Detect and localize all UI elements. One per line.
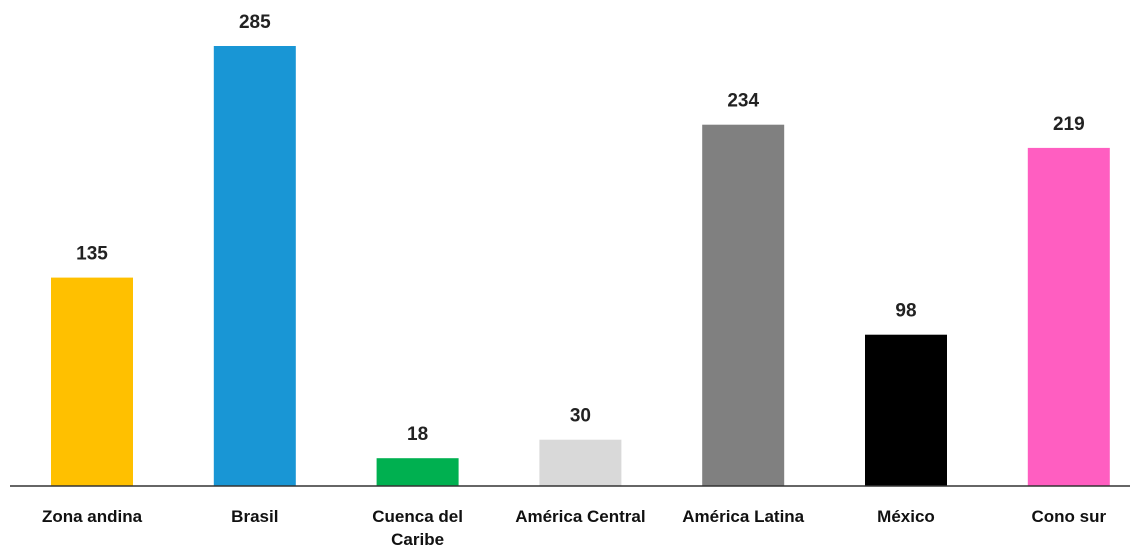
value-label-brasil: 285 (239, 12, 271, 33)
value-label-america-central: 30 (570, 406, 591, 427)
category-label-america-central: América Central (515, 507, 645, 526)
bar-mexico (865, 334, 947, 486)
bar-cono-sur (1027, 147, 1110, 486)
category-label-america-latina: América Latina (682, 507, 804, 526)
bar-cuenca-del-caribe (376, 458, 459, 486)
value-labels-layer: 135 285 18 30 234 98 219 (76, 12, 1085, 445)
value-label-mexico: 98 (895, 301, 916, 322)
category-label-zona-andina: Zona andina (42, 507, 143, 526)
bar-zona-andina (51, 277, 133, 486)
category-labels-layer: Zona andina Brasil Cuenca del Caribe América… (42, 507, 1107, 549)
bar-america-central (539, 439, 622, 486)
value-label-cono-sur: 219 (1053, 114, 1085, 135)
category-label-brasil: Brasil (231, 507, 278, 526)
category-label-cono-sur: Cono sur (1031, 507, 1106, 526)
category-label-cuenca-del-caribe: Cuenca del Caribe (372, 507, 463, 549)
value-label-zona-andina: 135 (76, 244, 108, 265)
bar-america-latina (702, 124, 785, 486)
value-label-cuenca-del-caribe: 18 (407, 424, 428, 445)
bars-layer (51, 46, 1110, 486)
value-label-america-latina: 234 (727, 91, 759, 112)
category-label-mexico: México (877, 507, 935, 526)
bar-brasil (213, 46, 296, 486)
